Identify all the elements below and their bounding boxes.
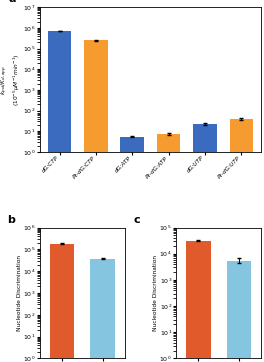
Text: c: c	[133, 215, 140, 225]
Bar	[193, 124, 217, 362]
Y-axis label: Nucleotide Discrimination: Nucleotide Discrimination	[17, 255, 22, 331]
Text: a: a	[8, 0, 16, 4]
Bar	[120, 136, 144, 362]
Bar	[84, 40, 108, 362]
Bar	[48, 31, 71, 362]
Bar	[227, 261, 251, 362]
Bar	[50, 244, 74, 362]
Bar	[157, 134, 181, 362]
Bar	[230, 119, 253, 362]
Y-axis label: Nucleotide Discrimination: Nucleotide Discrimination	[153, 255, 158, 331]
Text: b: b	[7, 215, 15, 225]
Y-axis label: $k_{pol}/K_{d,app}$
$(10^{-5}\mu M^{-1}min^{-1})$: $k_{pol}/K_{d,app}$ $(10^{-5}\mu M^{-1}m…	[0, 53, 22, 106]
Bar	[186, 240, 211, 362]
Bar	[90, 258, 115, 362]
